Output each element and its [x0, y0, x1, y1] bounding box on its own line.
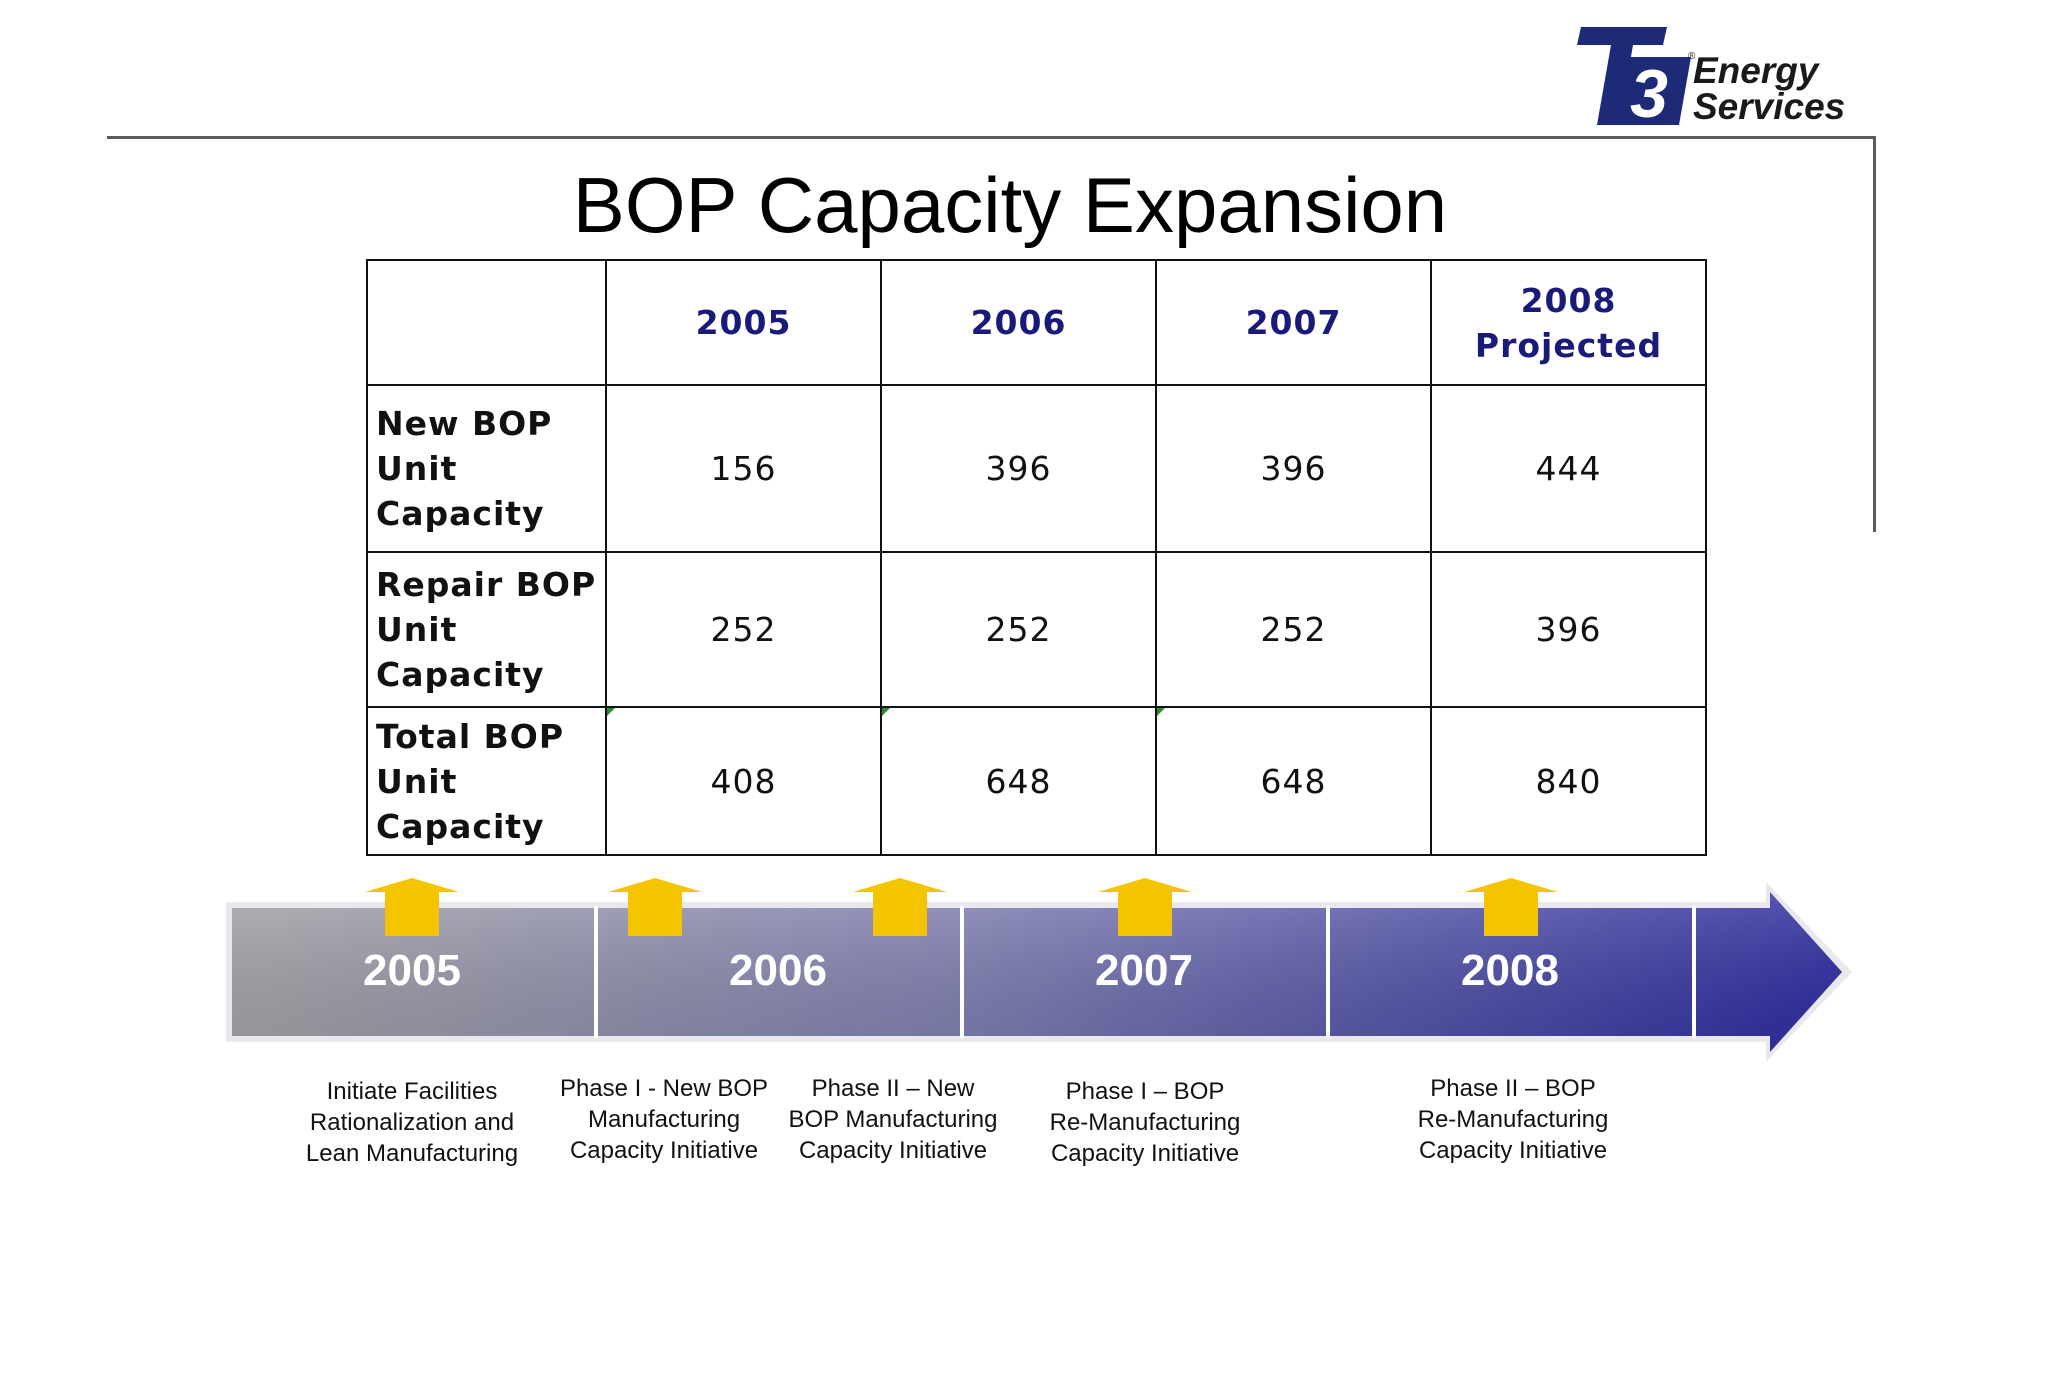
svg-text:3: 3 [1630, 56, 1668, 130]
caption-line: Phase II – New [811, 1075, 975, 1102]
milestone-up-arrow-icon [1098, 878, 1192, 936]
caption-line: Capacity Initiative [569, 1137, 759, 1164]
milestone-caption-phase1-new: Phase I - New BOP Manufacturing Capacity… [544, 1073, 784, 1166]
table-cell: 408 [605, 706, 882, 856]
table-cell-value: 408 [710, 761, 777, 801]
caption-line: Phase I - New BOP [559, 1075, 769, 1102]
table-row: New BOP Unit Capacity 156 396 396 444 [366, 384, 1707, 553]
formula-indicator-icon [607, 708, 615, 716]
registered-mark: ® [1688, 51, 1696, 62]
row-label-line: Unit [376, 449, 458, 488]
row-label-line: Repair BOP [376, 565, 597, 604]
milestone-up-arrow-icon [1464, 878, 1558, 936]
timeline-divider [1692, 906, 1696, 1038]
row-label-total-bop: Total BOP Unit Capacity [366, 706, 607, 856]
milestone-caption-phase2-new: Phase II – New BOP Manufacturing Capacit… [773, 1073, 1013, 1166]
table-cell: 396 [880, 384, 1157, 553]
formula-indicator-icon [1157, 708, 1165, 716]
logo-wordmark: Energy Services [1693, 50, 1846, 127]
timeline-divider [1326, 906, 1330, 1038]
caption-line: Phase II – BOP [1430, 1075, 1596, 1102]
table-cell: 648 [880, 706, 1157, 856]
timeline-divider [960, 906, 964, 1038]
row-label-line: Capacity [376, 806, 545, 846]
table-cell: 252 [880, 551, 1157, 708]
caption-line: Phase I – BOP [1065, 1078, 1225, 1105]
caption-line: Lean Manufacturing [305, 1140, 519, 1167]
milestone-caption-phase2-reman: Phase II – BOP Re-Manufacturing Capacity… [1393, 1073, 1633, 1166]
table-cell: 252 [605, 551, 882, 708]
table-cell: 396 [1430, 551, 1707, 708]
table-cell: 648 [1155, 706, 1432, 856]
header-2005: 2005 [605, 259, 882, 386]
table-cell: 156 [605, 384, 882, 553]
header-rule [107, 136, 1875, 139]
table-row: Total BOP Unit Capacity 408 648 648 840 [366, 706, 1707, 856]
timeline-year-2005: 2005 [363, 946, 461, 995]
milestone-up-arrow-icon [608, 878, 702, 936]
table-cell-value: 648 [1260, 761, 1327, 801]
timeline-year-2008: 2008 [1461, 946, 1559, 995]
capacity-table: 2005 2006 2007 2008 Projected New BOP Un… [366, 259, 1707, 856]
caption-line: Manufacturing [587, 1106, 741, 1133]
table-cell: 840 [1430, 706, 1707, 856]
caption-line: Capacity Initiative [798, 1137, 988, 1164]
header-2008-year: 2008 [1520, 280, 1617, 320]
header-2007: 2007 [1155, 259, 1432, 386]
table-cell-value: 648 [985, 761, 1052, 801]
caption-line: Capacity Initiative [1418, 1137, 1608, 1164]
milestone-up-arrow-icon [853, 878, 947, 936]
caption-line: Rationalization and [309, 1109, 515, 1136]
row-label-line: Capacity [376, 655, 545, 694]
caption-line: Re-Manufacturing [1049, 1109, 1241, 1136]
table-cell: 396 [1155, 384, 1432, 553]
header-2008-note: Projected [1474, 325, 1663, 365]
header-2008-projected: 2008 Projected [1430, 259, 1707, 386]
table-cell: 444 [1430, 384, 1707, 553]
logo-line-2: Services [1693, 86, 1846, 127]
t3-energy-services-logo: 3 ® Energy Services [1575, 25, 1875, 130]
row-label-new-bop: New BOP Unit Capacity [366, 384, 607, 553]
row-label-line: Unit [376, 761, 458, 801]
row-label-repair-bop: Repair BOP Unit Capacity [366, 551, 607, 708]
caption-line: Initiate Facilities [326, 1078, 498, 1105]
timeline-divider [594, 906, 598, 1038]
t3-logo-mark-icon: 3 [1577, 27, 1691, 130]
formula-indicator-icon [882, 708, 890, 716]
row-label-line: Capacity [376, 494, 545, 533]
logo-line-1: Energy [1693, 50, 1819, 91]
milestone-up-arrow-icon [365, 878, 459, 936]
caption-line: Re-Manufacturing [1417, 1106, 1609, 1133]
table-header-row: 2005 2006 2007 2008 Projected [366, 259, 1707, 386]
milestone-caption-phase1-reman: Phase I – BOP Re-Manufacturing Capacity … [1025, 1076, 1265, 1169]
header-2006: 2006 [880, 259, 1157, 386]
table-cell: 252 [1155, 551, 1432, 708]
row-label-line: Total BOP [376, 716, 565, 756]
caption-line: BOP Manufacturing [788, 1106, 998, 1133]
slide-title: BOP Capacity Expansion [572, 161, 1448, 249]
timeline-year-2007: 2007 [1095, 946, 1193, 995]
timeline-year-2006: 2006 [729, 946, 827, 995]
table-row: Repair BOP Unit Capacity 252 252 252 396 [366, 551, 1707, 708]
milestone-caption-facilities: Initiate Facilities Rationalization and … [292, 1076, 532, 1169]
row-label-line: New BOP [376, 404, 553, 443]
side-rule [1873, 136, 1876, 532]
timeline: 2005 2006 2007 2008 [226, 878, 1856, 1068]
row-label-line: Unit [376, 610, 458, 649]
caption-line: Capacity Initiative [1050, 1140, 1240, 1167]
table-corner-cell [366, 259, 607, 386]
